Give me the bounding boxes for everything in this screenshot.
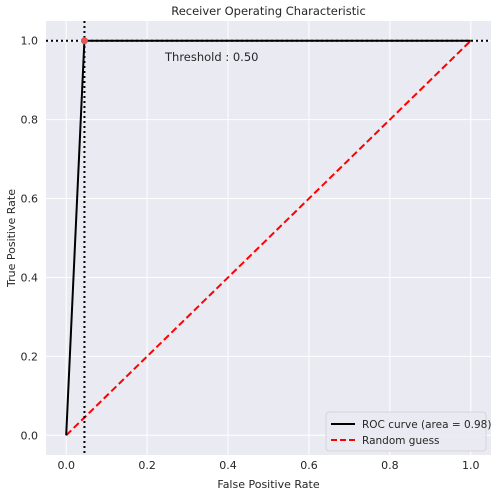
x-tick-label: 0.4 — [219, 459, 237, 472]
x-axis-label: False Positive Rate — [217, 478, 319, 491]
y-axis-label: True Positive Rate — [5, 189, 18, 288]
y-tick-label: 1.0 — [21, 35, 39, 48]
x-tick-label: 1.0 — [462, 459, 480, 472]
y-tick-label: 0.8 — [21, 114, 39, 127]
x-tick-label: 0.6 — [300, 459, 318, 472]
legend-label-roc: ROC curve (area = 0.98) — [362, 419, 491, 431]
threshold-markers — [46, 21, 491, 455]
legend-box — [325, 411, 487, 452]
tick-labels: 0.0 0.2 0.4 0.6 0.8 1.0 0.0 0.2 0.4 0.6 0.8 1.0 — [21, 35, 480, 472]
threshold-annotation: Threshold : 0.50 — [164, 50, 258, 64]
y-tick-label: 0.0 — [21, 429, 39, 442]
legend: ROC curve (area = 0.98) Random guess — [325, 411, 491, 452]
y-tick-label: 0.4 — [21, 271, 39, 284]
y-tick-label: 0.6 — [21, 193, 39, 206]
legend-label-random: Random guess — [362, 435, 440, 447]
y-tick-label: 0.2 — [21, 350, 39, 363]
x-tick-label: 0.0 — [57, 459, 75, 472]
chart-title: Receiver Operating Characteristic — [171, 4, 366, 18]
x-tick-label: 0.2 — [138, 459, 156, 472]
x-tick-label: 0.8 — [381, 459, 399, 472]
threshold-point — [80, 37, 88, 45]
grid-lines — [46, 21, 491, 455]
